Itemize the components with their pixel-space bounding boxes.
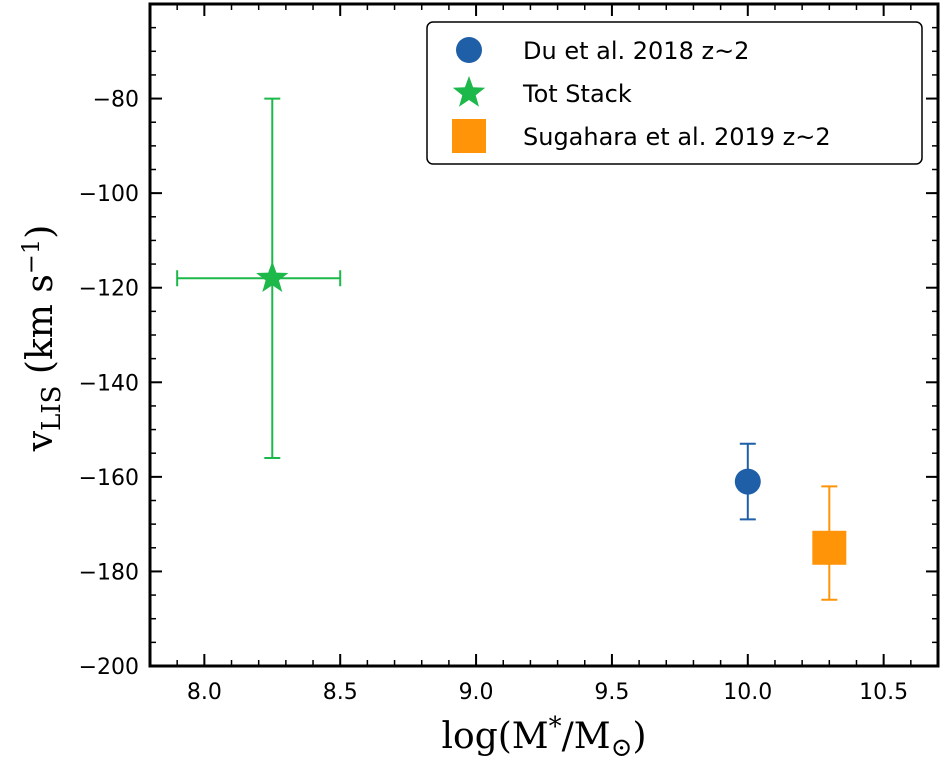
y-tick-label: −180 (79, 560, 139, 585)
y-tick-label: −120 (79, 277, 139, 302)
legend-label: Tot Stack (522, 80, 632, 108)
y-tick-label: −80 (93, 88, 139, 113)
legend-frame (426, 21, 923, 165)
x-tick-label: 8.0 (187, 680, 222, 705)
x-axis-label: log(M*/M⊙) (442, 712, 647, 763)
x-tick-label: 8.5 (323, 680, 358, 705)
x-tick-label: 9.5 (594, 680, 629, 705)
x-tick-label: 10.0 (723, 680, 772, 705)
legend-marker-circle (456, 37, 482, 63)
legend-label: Sugahara et al. 2019 z~2 (523, 123, 831, 151)
plot-frame (148, 2, 940, 668)
data-layer (176, 97, 847, 601)
x-tick-label: 10.5 (859, 680, 908, 705)
x-tick-label: 9.0 (459, 680, 494, 705)
legend-marker-square (452, 119, 486, 153)
legend-marker-star (452, 76, 486, 107)
legend: Du et al. 2018 z~2 Tot Stack Sugahara et a… (426, 21, 923, 165)
legend-label: Du et al. 2018 z~2 (523, 37, 749, 65)
data-point-circle (734, 468, 761, 495)
ticks-layer: 8.0 8.5 9.0 9.5 10.0 10.5 −200 −180 −160 −140 −120… (79, 3, 939, 705)
y-tick-label: −100 (79, 182, 139, 207)
data-point-star (256, 261, 289, 292)
y-tick-label: −160 (79, 466, 139, 491)
y-axis-label: vLIS (km s−1) (17, 225, 67, 453)
y-tick-label: −200 (79, 655, 139, 680)
data-point-square (812, 530, 847, 565)
y-tick-label: −140 (79, 371, 139, 396)
